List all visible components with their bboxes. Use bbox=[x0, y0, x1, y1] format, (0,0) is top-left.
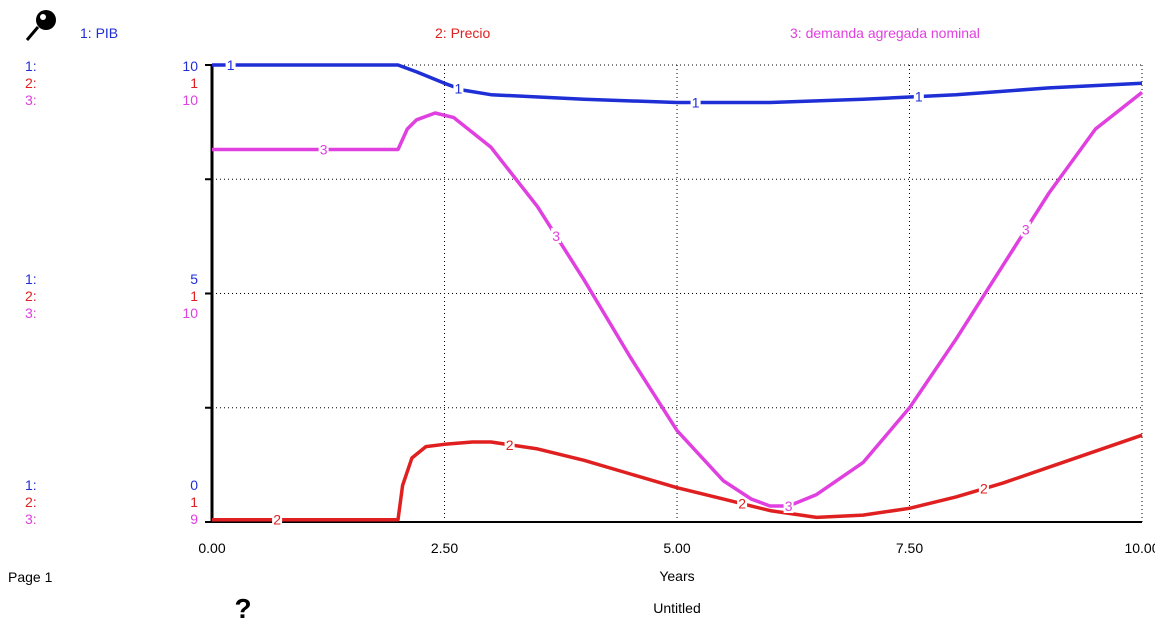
scale-bottom-value2: 1 bbox=[190, 494, 198, 510]
x-tick-label: 0.00 bbox=[198, 540, 225, 556]
series-marker-1: 1 bbox=[915, 89, 923, 105]
x-ticks: 0.00 2.50 5.00 7.50 10.00 bbox=[198, 64, 1155, 556]
series: 1 1 1 1 2 2 2 2 3 3 3 3 bbox=[212, 57, 1144, 528]
x-tick-label: 5.00 bbox=[663, 540, 690, 556]
scale-top-value1: 10 bbox=[182, 58, 198, 74]
scale-mid-series3: 3: bbox=[25, 305, 37, 321]
series-marker-1: 1 bbox=[455, 80, 463, 96]
legend-pib: 1: PIB bbox=[80, 25, 118, 41]
series-line-2 bbox=[212, 433, 1143, 522]
series-marker-2: 2 bbox=[738, 496, 746, 512]
series-marker-bg bbox=[225, 57, 236, 72]
scale-top: 1: 2: 3: 10 1 10 bbox=[25, 58, 198, 108]
series-marker-3: 3 bbox=[785, 498, 793, 514]
series-marker-bg bbox=[504, 436, 515, 452]
legend-precio: 2: Precio bbox=[435, 25, 490, 41]
series-line-1 bbox=[212, 63, 1143, 105]
series-marker-bg bbox=[978, 480, 989, 496]
scale-bottom: 1: 2: 3: 0 1 9 bbox=[25, 477, 198, 527]
series-marker-2: 2 bbox=[506, 437, 514, 453]
x-tick-label: 7.50 bbox=[896, 540, 923, 556]
scale-mid-series2: 2: bbox=[25, 288, 37, 304]
question-mark-icon[interactable]: ? bbox=[234, 593, 251, 624]
series-marker-bg bbox=[318, 141, 329, 157]
legend-demanda: 3: demanda agregada nominal bbox=[790, 25, 980, 41]
series-marker-bg bbox=[551, 227, 562, 243]
series-marker-bg bbox=[1020, 221, 1031, 237]
series-marker-2: 2 bbox=[273, 512, 281, 528]
grid bbox=[212, 64, 1143, 522]
scale-bottom-value1: 0 bbox=[190, 477, 198, 493]
scale-top-series3: 3: bbox=[25, 92, 37, 108]
scale-mid-value1: 5 bbox=[190, 271, 198, 287]
series-marker-2: 2 bbox=[980, 481, 988, 497]
scale-top-value2: 1 bbox=[190, 75, 198, 91]
series-marker-1: 1 bbox=[227, 57, 235, 73]
scale-mid-value3: 10 bbox=[182, 305, 198, 321]
scale-top-series2: 2: bbox=[25, 75, 37, 91]
series-marker-3: 3 bbox=[320, 142, 328, 158]
series-marker-3: 3 bbox=[1022, 222, 1030, 238]
pushpin-icon[interactable] bbox=[25, 10, 56, 41]
scale-top-value3: 10 bbox=[182, 92, 198, 108]
series-line-3 bbox=[212, 91, 1144, 508]
scale-bottom-series3: 3: bbox=[25, 511, 37, 527]
series-marker-1: 1 bbox=[692, 94, 700, 110]
scale-bottom-value3: 9 bbox=[190, 511, 198, 527]
scale-mid: 1: 2: 3: 5 1 10 bbox=[25, 271, 198, 321]
scale-bottom-series2: 2: bbox=[25, 494, 37, 510]
series-marker-bg bbox=[272, 511, 283, 527]
series-marker-bg bbox=[690, 94, 701, 110]
scale-mid-value2: 1 bbox=[190, 288, 198, 304]
scale-mid-series1: 1: bbox=[25, 271, 37, 287]
series-marker-bg bbox=[783, 498, 794, 514]
footer-title: Untitled bbox=[653, 600, 700, 616]
series-marker-3: 3 bbox=[552, 228, 560, 244]
x-tick-label: 2.50 bbox=[431, 540, 458, 556]
x-tick-label: 10.00 bbox=[1124, 540, 1155, 556]
series-marker-bg bbox=[453, 80, 464, 96]
x-axis-label: Years bbox=[659, 568, 694, 584]
page-label[interactable]: Page 1 bbox=[8, 569, 53, 585]
series-marker-bg bbox=[913, 88, 924, 104]
scale-top-series1: 1: bbox=[25, 58, 37, 74]
scale-bottom-series1: 1: bbox=[25, 477, 37, 493]
series-marker-bg bbox=[737, 495, 748, 511]
